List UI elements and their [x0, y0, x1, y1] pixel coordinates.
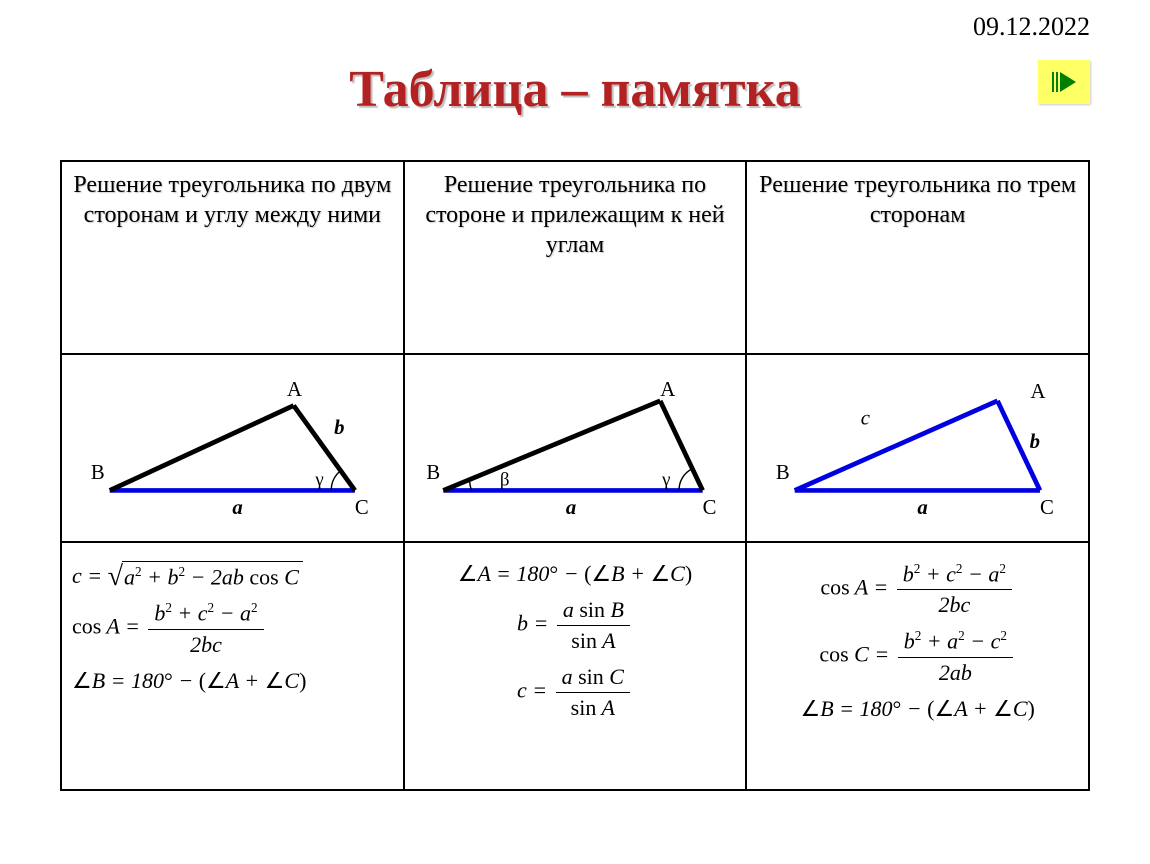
svg-text:B: B — [426, 462, 440, 484]
triangle-diagram-2: A B C a β γ — [415, 363, 736, 533]
memo-table: Решение треугольника по двум сторонам и … — [60, 160, 1090, 791]
svg-text:b: b — [334, 417, 344, 439]
formula-c2-3: c = a sin C sin A — [415, 664, 736, 721]
svg-text:b: b — [1030, 431, 1040, 453]
col3-header: Решение треугольника по трем сторонам — [746, 161, 1089, 354]
svg-text:A: A — [1031, 381, 1046, 403]
page-title: Таблица – памятка — [0, 60, 1150, 119]
svg-text:A: A — [287, 379, 302, 401]
formula-c2-1: ∠A = 180° − (∠B + ∠C) — [415, 561, 736, 587]
formulas-col2: ∠A = 180° − (∠B + ∠C) b = a sin B sin A … — [404, 542, 747, 790]
triangle-diagram-1: A B C a b γ — [72, 363, 393, 533]
svg-text:γ: γ — [661, 470, 670, 491]
formula-c3-2: cos C = b2 + a2 − c2 2ab — [757, 628, 1078, 685]
svg-text:C: C — [1040, 497, 1054, 519]
diagram-cell-3: A B C a b c — [746, 354, 1089, 542]
formula-c1-1: c = √ a2 + b2 − 2ab cos C — [72, 561, 393, 590]
svg-text:C: C — [355, 497, 369, 519]
formulas-col3: cos A = b2 + c2 − a2 2bc cos C = b2 + a2… — [746, 542, 1089, 790]
svg-text:a: a — [232, 497, 242, 519]
svg-text:c: c — [861, 407, 870, 429]
diagram-cell-1: A B C a b γ — [61, 354, 404, 542]
svg-text:γ: γ — [314, 470, 323, 491]
table-header-row: Решение треугольника по двум сторонам и … — [61, 161, 1089, 354]
slide: 09.12.2022 Таблица – памятка Решение тре… — [0, 0, 1150, 864]
table-formula-row: c = √ a2 + b2 − 2ab cos C cos A = b2 + c… — [61, 542, 1089, 790]
svg-text:B: B — [91, 462, 105, 484]
svg-text:A: A — [660, 379, 675, 401]
svg-text:β: β — [500, 470, 510, 491]
formula-c3-3: ∠B = 180° − (∠A + ∠C) — [757, 696, 1078, 722]
table-diagram-row: A B C a b γ A B — [61, 354, 1089, 542]
formula-c1-2: cos A = b2 + c2 − a2 2bc — [72, 600, 393, 657]
date-text: 09.12.2022 — [973, 12, 1090, 42]
svg-text:C: C — [702, 497, 716, 519]
formula-c2-2: b = a sin B sin A — [415, 597, 736, 654]
triangle-diagram-3: A B C a b c — [757, 363, 1078, 533]
formulas-col1: c = √ a2 + b2 − 2ab cos C cos A = b2 + c… — [61, 542, 404, 790]
svg-text:a: a — [918, 497, 928, 519]
col1-header: Решение треугольника по двум сторонам и … — [61, 161, 404, 354]
svg-text:B: B — [776, 462, 790, 484]
formula-c3-1: cos A = b2 + c2 − a2 2bc — [757, 561, 1078, 618]
col2-header: Решение треугольника по стороне и прилеж… — [404, 161, 747, 354]
formula-c1-3: ∠B = 180° − (∠A + ∠C) — [72, 668, 393, 694]
svg-text:a: a — [566, 497, 576, 519]
diagram-cell-2: A B C a β γ — [404, 354, 747, 542]
